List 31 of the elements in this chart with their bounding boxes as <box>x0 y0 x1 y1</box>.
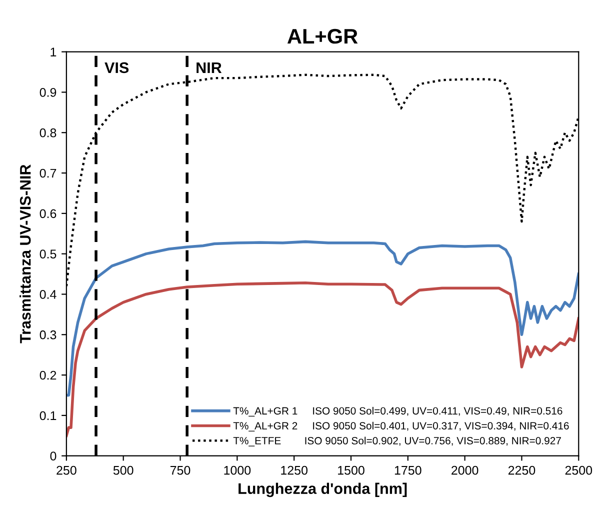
y-tick-label: 0.6 <box>40 209 56 218</box>
x-tick-label: 2500 <box>565 466 592 475</box>
y-tick-label: 0.4 <box>40 290 56 299</box>
y-tick-label: 0 <box>50 452 56 460</box>
y-tick-label: 0.1 <box>40 411 56 420</box>
chart-title: AL+GR <box>287 28 358 44</box>
line-series <box>66 240 579 397</box>
y-tick-label: 0.9 <box>40 88 56 97</box>
y-tick-label: 1 <box>50 48 56 56</box>
x-tick-label: 2000 <box>452 466 478 475</box>
x-axis-title: Lunghezza d'onda [nm] <box>238 482 407 498</box>
x-tick-label: 1750 <box>394 466 422 475</box>
y-tick-label: 0.5 <box>40 250 56 258</box>
x-tick-label: 250 <box>56 466 76 475</box>
y-axis-title: Trasmittanza UV-VIS-NIR <box>20 164 31 344</box>
legend-label: T%_AL+GR 2 ISO 9050 Sol=0.401, UV=0.317, VIS=0.394, NIR=0.416 <box>233 422 569 432</box>
y-tick-label: 0.3 <box>40 330 56 340</box>
x-tick-label: 1500 <box>338 466 364 475</box>
line-series <box>66 282 579 438</box>
x-tick-label: 500 <box>113 466 134 475</box>
x-tick-label: 750 <box>170 466 190 475</box>
x-tick-label: 2250 <box>508 466 536 475</box>
x-tick-label: 1250 <box>281 466 308 475</box>
x-tick-label: 1000 <box>224 466 251 475</box>
y-tick-label: 0.7 <box>40 168 56 178</box>
y-tick-label: 0.2 <box>40 370 56 380</box>
ref-line-label: VIS <box>104 62 129 74</box>
legend-label: T%_AL+GR 1 ISO 9050 Sol=0.499, UV=0.411, VIS=0.49, NIR=0.516 <box>233 406 562 417</box>
ref-line-label: NIR <box>196 62 222 73</box>
y-tick-label: 0.8 <box>40 128 56 138</box>
legend-label: T%_ETFE ISO 9050 Sol=0.902, UV=0.756, VIS=0.889, NIR=0.927 <box>233 436 561 446</box>
